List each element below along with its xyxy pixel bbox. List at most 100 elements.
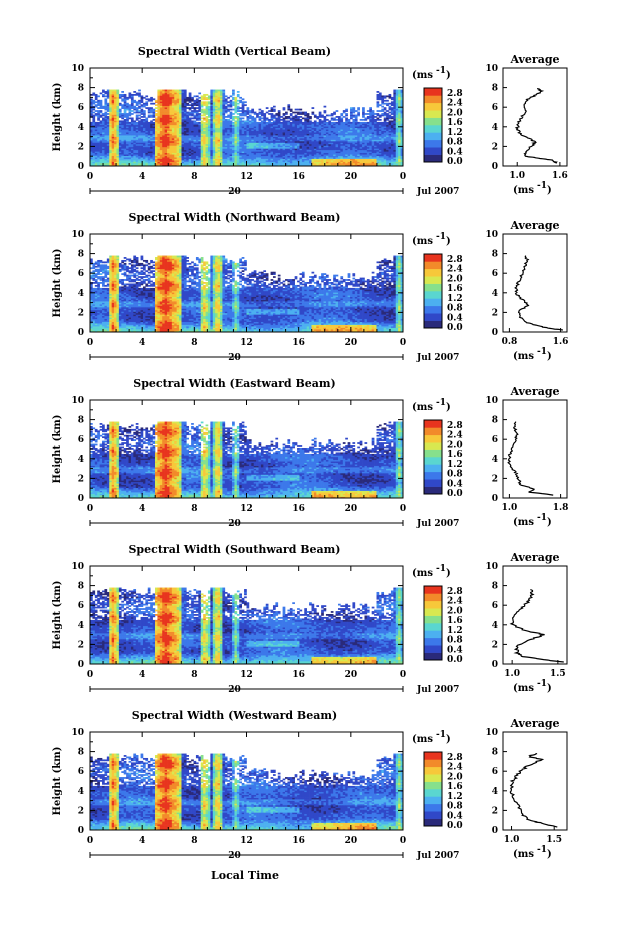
heatmap-cell [155, 104, 158, 106]
heatmap-cell [138, 106, 141, 108]
heatmap-cells [90, 90, 403, 167]
heatmap-cell [100, 115, 103, 117]
heatmap-cell [107, 90, 110, 92]
heatmap-cell [148, 115, 151, 117]
heatmap-cell [143, 110, 146, 112]
heatmap-cell [150, 103, 153, 105]
heatmap-cell [102, 90, 105, 92]
heatmap-cell [100, 93, 103, 95]
heatmap-cell [100, 120, 103, 122]
heatmap-cell [107, 113, 110, 115]
heatmap-cell [100, 110, 103, 112]
heatmap-cell [95, 104, 98, 106]
heatmap-cell [141, 104, 144, 106]
heatmap-cell [153, 109, 156, 111]
heatmap-cell [138, 115, 141, 117]
heatmap-cell [102, 117, 105, 119]
heatmap-cell [145, 107, 148, 109]
heatmap-cell [97, 95, 100, 97]
heatmap-cell [133, 106, 136, 108]
heatmap-cell [129, 93, 132, 95]
heatmap-cell [145, 98, 148, 100]
heatmap-cell [104, 98, 107, 100]
heatmap-cell [126, 103, 129, 105]
heatmap-cell [119, 94, 122, 96]
heatmap-cell [92, 93, 95, 95]
heatmap-cell [126, 113, 129, 115]
heatmap-cell [141, 119, 144, 121]
heatmap-cell [145, 95, 148, 97]
heatmap-cell [133, 91, 136, 93]
heatmap-cell [153, 103, 156, 105]
heatmap-cell [177, 90, 180, 92]
heatmap-cell [131, 94, 134, 96]
heatmap-cell [133, 120, 136, 122]
heatmap-cell [104, 112, 107, 114]
heatmap-cell [138, 93, 141, 95]
heatmap-cell [119, 109, 122, 111]
heatmap-cell [97, 100, 100, 102]
heatmap-cell [141, 116, 144, 118]
heatmap-cell [148, 98, 151, 100]
heatmap-cell [138, 117, 141, 119]
heatmap-cell [95, 101, 98, 103]
heatmap-cell [92, 112, 95, 114]
heatmap-cell [129, 117, 132, 119]
heatmap-cell [92, 100, 95, 102]
heatmap-cell [102, 106, 105, 108]
heatmap-cell [138, 90, 141, 92]
heatmap-cell [167, 90, 170, 92]
heatmap-cell [153, 98, 156, 100]
heatmap-cell [131, 117, 134, 119]
heatmap-cell [121, 104, 124, 106]
heatmap-cell [136, 93, 139, 95]
heatmap-cell [114, 90, 117, 92]
heatmap-cell [131, 110, 134, 112]
heatmap-cell [145, 117, 148, 119]
heatmap-cell [129, 122, 132, 124]
heatmap-cell [136, 115, 139, 117]
heatmap-cell [145, 101, 148, 103]
heatmap-cell [131, 113, 134, 115]
heatmap-cell [95, 110, 98, 112]
heatmap-cell [148, 122, 151, 124]
heatmap-cell [124, 119, 127, 121]
heatmap-cell [174, 90, 177, 92]
heatmap-cell [172, 90, 175, 92]
heatmap-cell [169, 90, 172, 92]
heatmap-cell [155, 107, 158, 109]
heatmap-cell [100, 100, 103, 102]
heatmap-cell [150, 107, 153, 109]
heatmap-cell [150, 97, 153, 99]
heatmap-cell [141, 95, 144, 97]
heatmap-cell [121, 94, 124, 96]
heatmap-cell [119, 120, 122, 122]
heatmap-cell [133, 100, 136, 102]
heatmap-cell [143, 103, 146, 105]
heatmap-cell [150, 120, 153, 122]
heatmap-cell [155, 117, 158, 119]
heatmap-cell [150, 115, 153, 117]
heatmap-cell [121, 120, 124, 122]
heatmap-cell [92, 115, 95, 117]
heatmap-cell [119, 103, 122, 105]
heatmap-cell [165, 90, 168, 92]
heatmap-cell [97, 107, 100, 109]
heatmap-cell [95, 122, 98, 124]
heatmap-cell [143, 119, 146, 121]
figure-canvas: Spectral Width (Vertical Beam)0246810Hei… [0, 0, 618, 929]
heatmap-cell [155, 110, 158, 112]
beam-panel-0: Spectral Width (Vertical Beam)0246810Hei… [52, 45, 568, 197]
heatmap-cell [121, 91, 124, 93]
heatmap-cell [97, 122, 100, 124]
heatmap-cell [126, 97, 129, 99]
heatmap-cell [107, 103, 110, 105]
heatmap-cell [138, 100, 141, 102]
heatmap-cell [155, 100, 158, 102]
heatmap-cell [95, 94, 98, 96]
heatmap-cell [153, 122, 156, 124]
heatmap-cell [121, 98, 124, 100]
heatmap-cell [138, 110, 141, 112]
heatmap-cell [153, 119, 156, 121]
heatmap-cell [107, 116, 110, 118]
